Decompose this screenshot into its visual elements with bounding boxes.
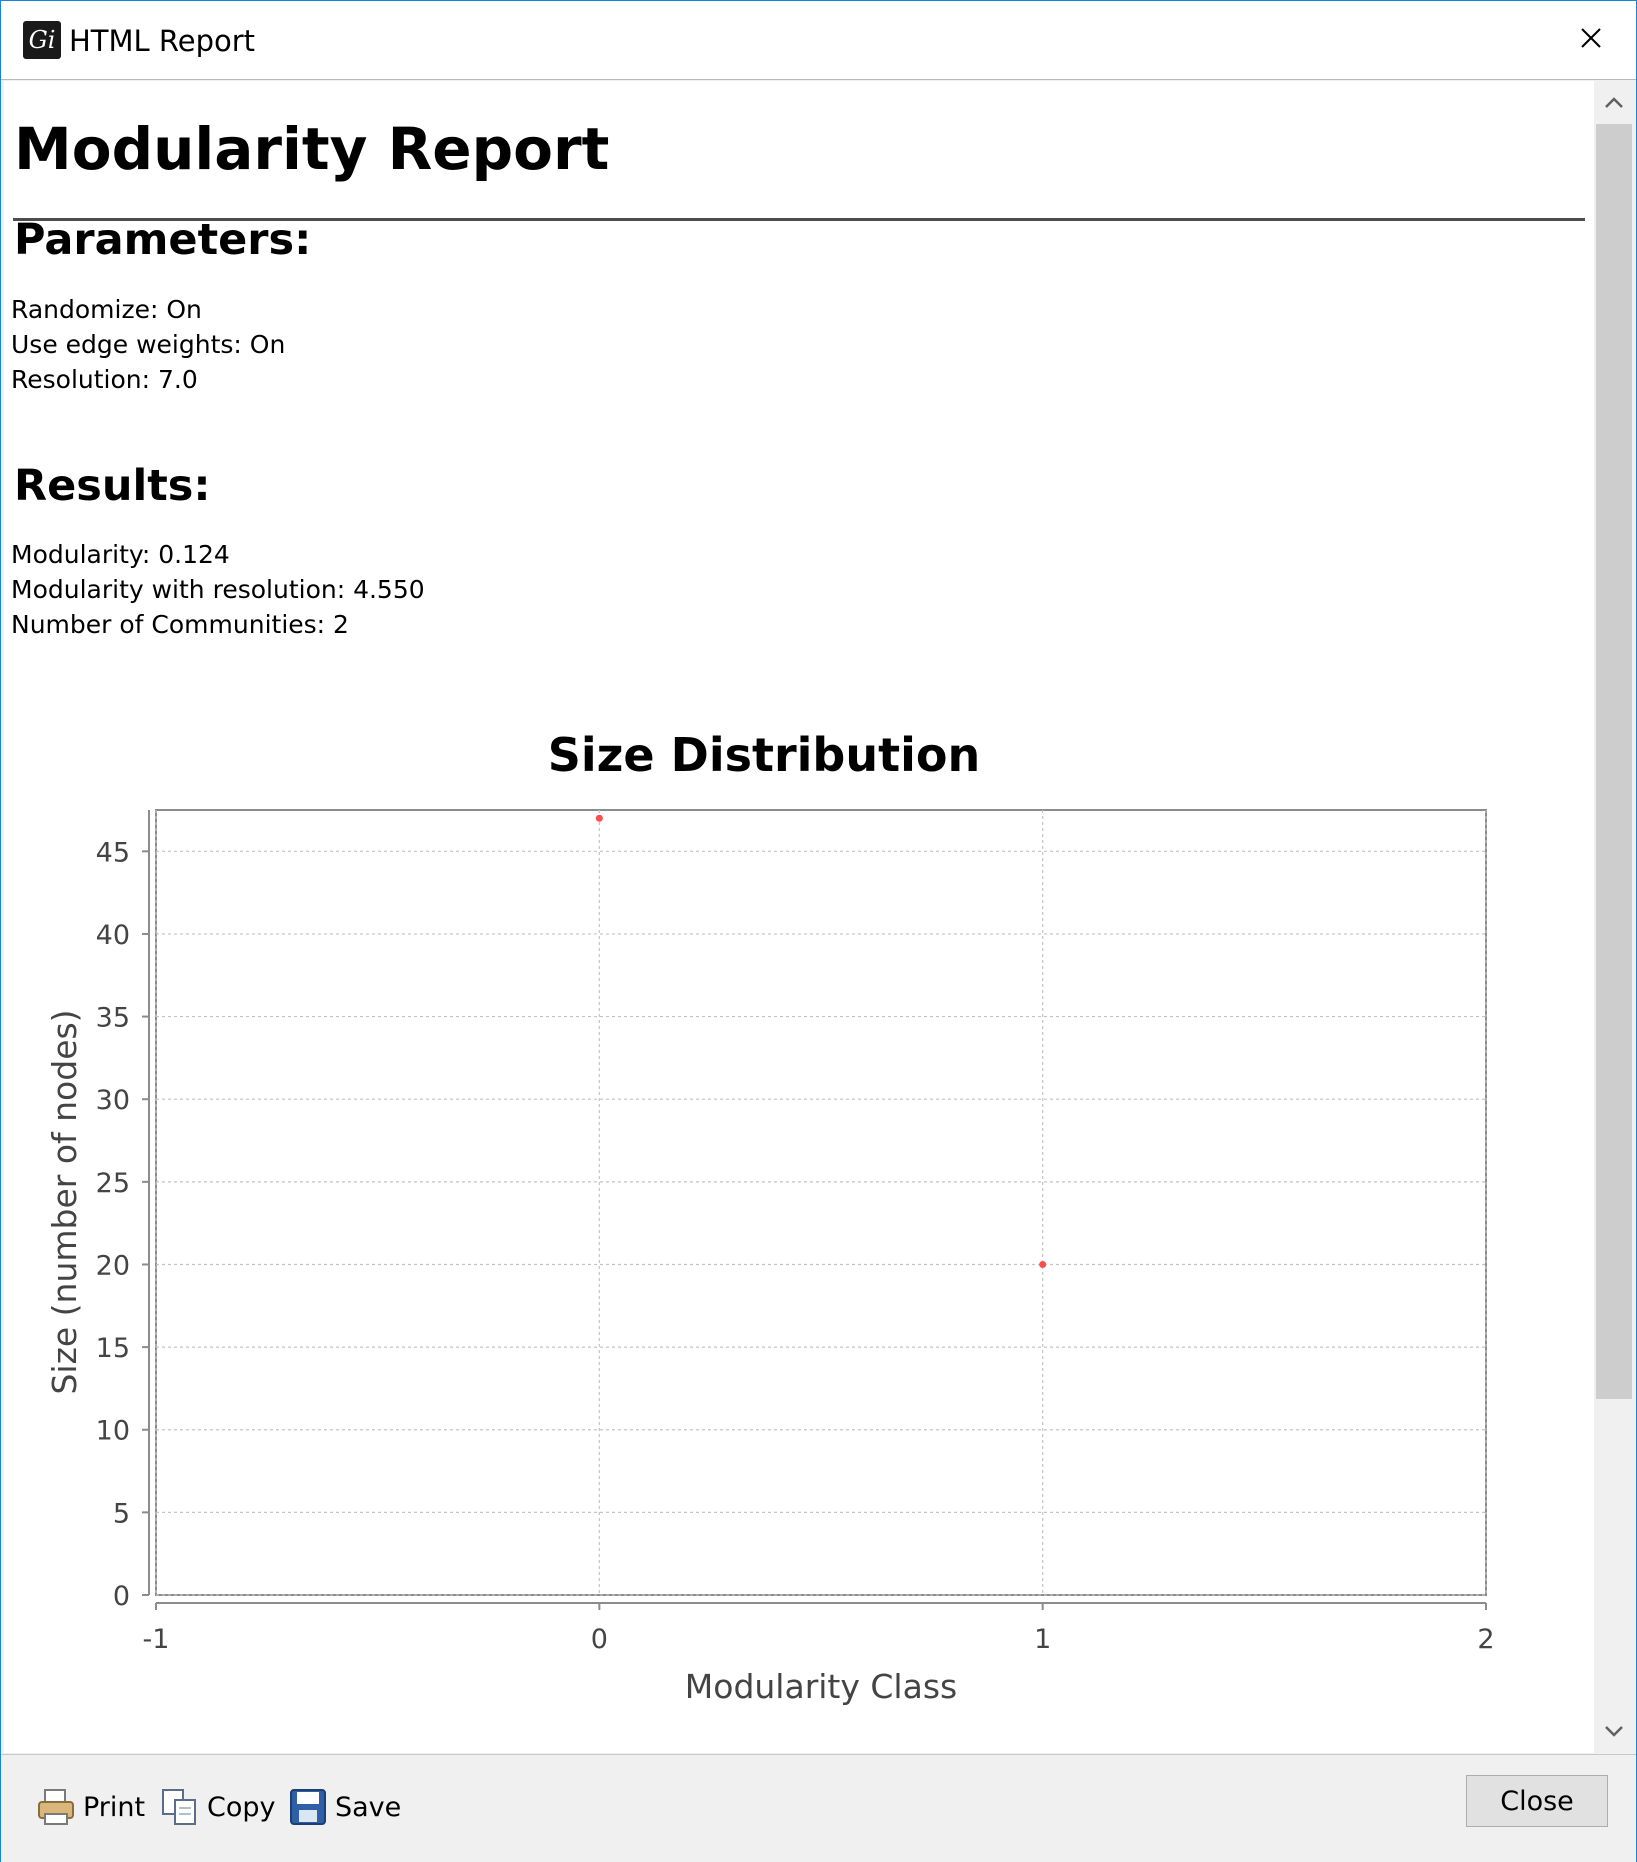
y-tick-label: 40 <box>96 920 130 951</box>
x-tick-label: 0 <box>591 1624 608 1655</box>
x-axis-label: Modularity Class <box>685 1667 957 1706</box>
y-tick-label: 10 <box>96 1416 130 1447</box>
y-tick-label: 35 <box>96 1003 130 1034</box>
y-tick-label: 30 <box>96 1085 130 1116</box>
save-button[interactable]: Save <box>287 1785 401 1829</box>
y-axis-label: Size (number of nodes) <box>45 1009 84 1394</box>
size-distribution-chart: 0 5 10 15 20 25 30 35 40 45 -1 0 1 2 Size Distribution… <box>45 728 1495 1706</box>
save-label: Save <box>335 1791 402 1823</box>
report-content: Modularity Report Parameters: Randomize:… <box>4 81 1594 1753</box>
report-title: Modularity Report <box>14 115 610 183</box>
gephi-app-icon: Gi <box>23 21 61 59</box>
copy-button[interactable]: Copy <box>159 1785 276 1829</box>
results-heading: Results: <box>14 461 211 511</box>
parameter-edge-weights: Use edge weights: On <box>11 330 286 359</box>
x-tick-label: 2 <box>1477 1624 1494 1655</box>
scroll-down-icon[interactable] <box>1594 1711 1634 1751</box>
y-tick-label: 5 <box>113 1498 130 1529</box>
x-tick-label: 1 <box>1034 1624 1051 1655</box>
plot-area <box>155 809 1487 1596</box>
result-modularity-resolution: Modularity with resolution: 4.550 <box>11 575 425 604</box>
close-icon[interactable] <box>1570 17 1612 59</box>
result-communities: Number of Communities: 2 <box>11 610 349 639</box>
parameter-randomize: Randomize: On <box>11 295 202 324</box>
window-title: HTML Report <box>69 24 256 58</box>
x-tick-label: -1 <box>143 1624 170 1655</box>
print-button[interactable]: Print <box>35 1785 145 1829</box>
close-button[interactable]: Close <box>1466 1775 1608 1827</box>
y-tick-label: 0 <box>113 1581 130 1612</box>
y-tick-label: 25 <box>96 1168 130 1199</box>
data-point <box>595 814 603 822</box>
title-bar: Gi HTML Report <box>1 1 1636 80</box>
y-tick-label: 45 <box>96 837 130 868</box>
copy-icon <box>162 1789 196 1825</box>
result-modularity: Modularity: 0.124 <box>11 540 230 569</box>
y-tick-label: 15 <box>96 1333 130 1364</box>
vertical-scrollbar[interactable] <box>1594 81 1634 1753</box>
data-point <box>1039 1260 1047 1268</box>
scroll-up-icon[interactable] <box>1594 83 1634 123</box>
chart-title: Size Distribution <box>548 728 980 782</box>
print-label: Print <box>83 1791 146 1823</box>
scroll-thumb[interactable] <box>1596 124 1632 1399</box>
copy-label: Copy <box>207 1791 276 1823</box>
floppy-disk-icon <box>290 1789 326 1825</box>
printer-icon <box>38 1789 74 1825</box>
parameters-heading: Parameters: <box>14 215 312 265</box>
bottom-toolbar: Print Copy Save Close <box>1 1754 1636 1862</box>
y-tick-label: 20 <box>96 1250 130 1281</box>
title-divider <box>13 218 1585 221</box>
parameter-resolution: Resolution: 7.0 <box>11 365 198 394</box>
